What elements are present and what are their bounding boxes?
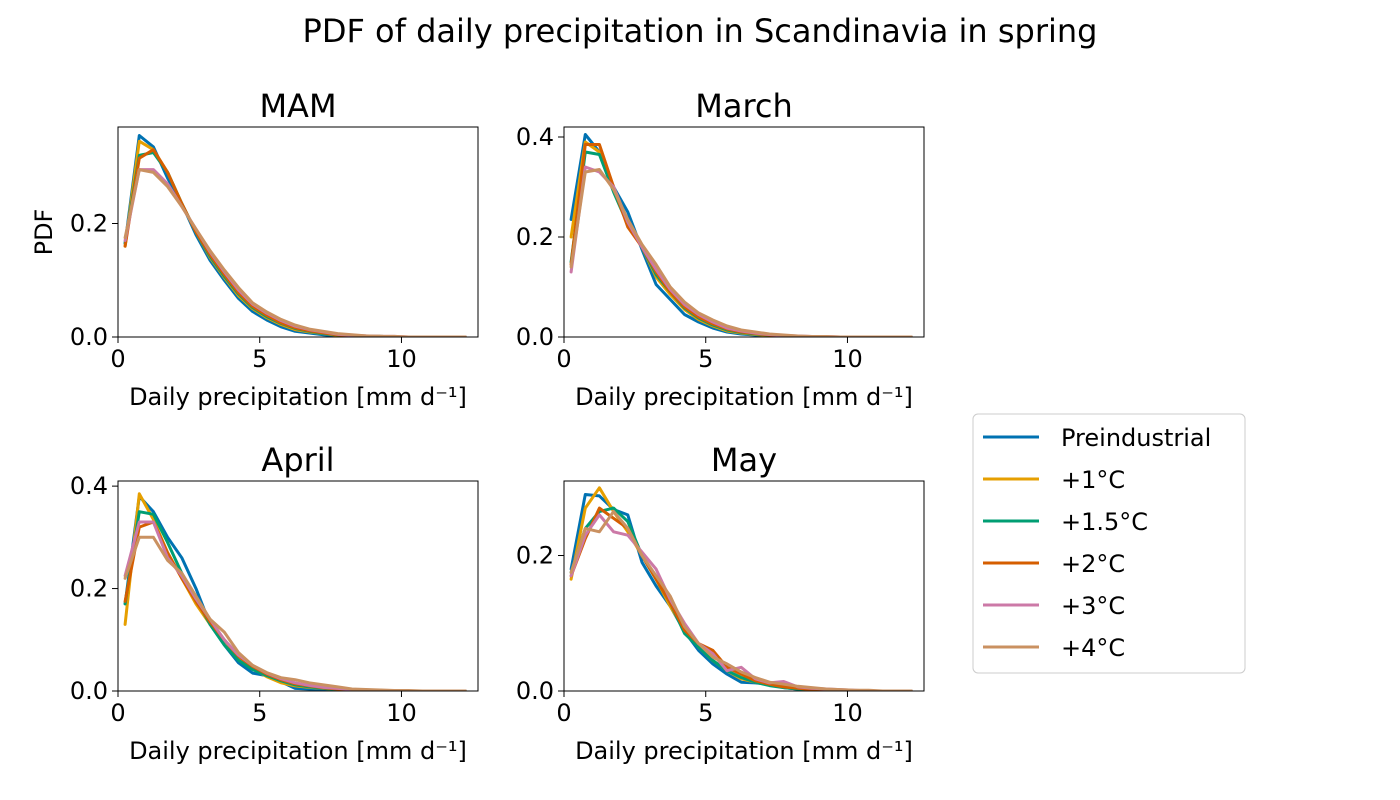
x-tick-label: 0: [110, 345, 125, 373]
legend-label: +1°C: [1061, 466, 1125, 494]
subplot-april: April 0 5 10 0.0 0.2 0.4 Daily precipitation [m…: [70, 441, 479, 765]
axes-frame: [117, 126, 479, 338]
legend: Preindustrial +1°C +1.5°C +2°C +3°C +4°C: [972, 413, 1246, 674]
x-axis-label: Daily precipitation [mm d⁻¹]: [575, 737, 913, 765]
axes-frame: [117, 480, 479, 692]
series-line-0: [123, 494, 467, 691]
subplot-title: March: [695, 87, 793, 125]
y-tick-label: 0.0: [70, 677, 108, 705]
series-line-5: [123, 168, 467, 337]
figure-title: PDF of daily precipitation in Scandinavi…: [303, 12, 1098, 50]
series-line-3: [123, 148, 467, 337]
legend-label: +3°C: [1061, 592, 1125, 620]
legend-label: +4°C: [1061, 634, 1125, 662]
x-tick-label: 0: [110, 699, 125, 727]
subplot-title: April: [261, 441, 334, 479]
y-tick-label: 0.2: [516, 542, 554, 570]
x-axis-label: Daily precipitation [mm d⁻¹]: [129, 737, 467, 765]
x-tick-label: 10: [832, 345, 863, 373]
series-line-0: [569, 493, 913, 691]
subplot-title: MAM: [259, 87, 336, 125]
series-line-2: [569, 506, 913, 691]
legend-box: [972, 413, 1246, 674]
y-tick-label: 0.2: [70, 209, 108, 237]
x-axis-label: Daily precipitation [mm d⁻¹]: [129, 383, 467, 411]
y-tick-label: 0.2: [516, 223, 554, 251]
y-tick-label: 0.4: [70, 472, 108, 500]
x-tick-label: 10: [832, 699, 863, 727]
legend-item: Preindustrial: [983, 424, 1211, 452]
series-lines: [123, 134, 467, 337]
axes-frame: [563, 126, 925, 338]
y-tick-label: 0.2: [70, 575, 108, 603]
x-axis-label: Daily precipitation [mm d⁻¹]: [575, 383, 913, 411]
subplot-may: May 0 5 10 0.0 0.2 Daily precipitation [mm d⁻¹…: [516, 441, 925, 765]
y-tick-label: 0.0: [516, 677, 554, 705]
subplot-march: March 0 5 10 0.0 0.2 0.4 Daily precipitation [m…: [516, 87, 925, 411]
axes-frame: [563, 480, 925, 692]
legend-item: +1°C: [983, 466, 1125, 494]
x-tick-label: 5: [698, 699, 713, 727]
legend-label: Preindustrial: [1061, 424, 1211, 452]
series-line-5: [569, 168, 913, 337]
legend-item: +1.5°C: [983, 508, 1148, 536]
legend-label: +2°C: [1061, 550, 1125, 578]
subplots: MAM 0 5 10 0.0 0.2 Daily precipitation [mm d⁻¹…: [30, 87, 925, 765]
y-tick-label: 0.0: [70, 323, 108, 351]
subplot-title: May: [711, 441, 777, 479]
series-lines: [569, 133, 913, 337]
series-lines: [569, 486, 913, 691]
legend-item: +3°C: [983, 592, 1125, 620]
x-tick-label: 5: [252, 699, 267, 727]
x-tick-label: 10: [386, 699, 417, 727]
x-tick-label: 0: [556, 345, 571, 373]
y-axis-label: PDF: [30, 209, 58, 256]
x-tick-label: 5: [698, 345, 713, 373]
x-tick-label: 10: [386, 345, 417, 373]
legend-label: +1.5°C: [1061, 508, 1148, 536]
y-tick-label: 0.0: [516, 323, 554, 351]
series-line-5: [569, 510, 913, 691]
legend-item: +2°C: [983, 550, 1125, 578]
legend-item: +4°C: [983, 634, 1125, 662]
x-tick-label: 5: [252, 345, 267, 373]
subplot-mam: MAM 0 5 10 0.0 0.2 Daily precipitation [mm d⁻¹…: [30, 87, 479, 411]
y-tick-label: 0.4: [516, 123, 554, 151]
x-tick-label: 0: [556, 699, 571, 727]
